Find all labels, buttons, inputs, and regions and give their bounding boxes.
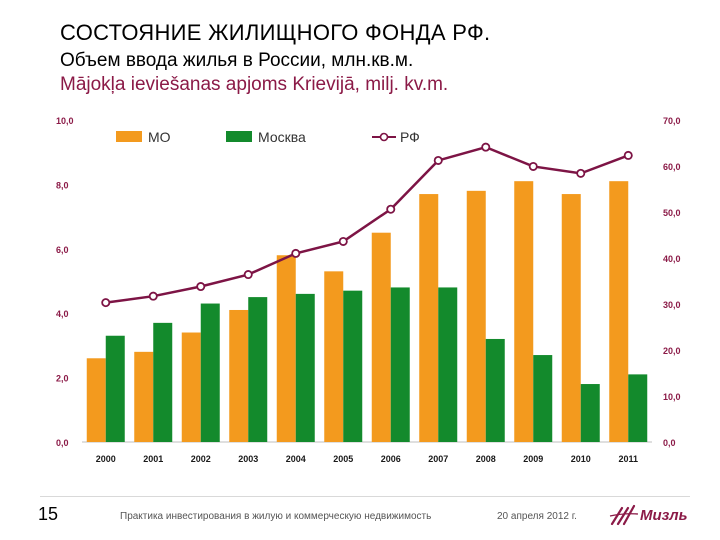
company-logo-icon — [609, 504, 639, 526]
x-axis-tick-label: 2003 — [238, 454, 258, 464]
right-axis-tick-label: 30,0 — [663, 300, 681, 310]
x-axis-tick-label: 2010 — [571, 454, 591, 464]
bar-moscow — [200, 303, 220, 442]
x-axis-tick-label: 2005 — [333, 454, 353, 464]
x-axis-tick-label: 2001 — [143, 454, 163, 464]
bar-moscow — [248, 297, 268, 442]
x-axis-tick-label: 2004 — [286, 454, 306, 464]
legend-label-moscow: Москва — [258, 129, 306, 145]
footer-date: 20 апреля 2012 г. — [497, 511, 577, 522]
bar-moscow — [343, 290, 363, 442]
bar-moscow — [438, 287, 458, 442]
right-axis-tick-label: 10,0 — [663, 392, 681, 402]
chart-subtitle-ru: Объем ввода жилья в России, млн.кв.м. — [60, 50, 414, 71]
bar-mo — [229, 309, 249, 442]
series-line-rf — [105, 145, 629, 304]
x-axis-tick-label: 2006 — [381, 454, 401, 464]
point-rf — [148, 291, 158, 301]
point-rf — [291, 248, 301, 258]
bar-mo — [276, 255, 296, 442]
bar-moscow — [628, 374, 648, 442]
x-axis-tick-label: 2008 — [476, 454, 496, 464]
bar-mo — [134, 351, 154, 442]
right-axis-tick-label: 60,0 — [663, 162, 681, 172]
x-axis-tick-label: 2011 — [618, 454, 638, 464]
legend-swatch-mo — [116, 131, 142, 142]
page-number: 15 — [38, 504, 59, 524]
bar-moscow — [580, 384, 600, 442]
bar-moscow — [153, 322, 173, 442]
legend-swatch-moscow — [226, 131, 252, 142]
left-axis-tick-label: 2,0 — [56, 374, 69, 384]
bar-mo — [371, 232, 391, 442]
left-axis-tick-label: 4,0 — [56, 309, 69, 319]
bar-mo — [86, 358, 106, 442]
point-rf — [101, 298, 111, 308]
point-rf — [528, 161, 538, 171]
left-axis-tick-label: 0,0 — [56, 438, 69, 448]
bar-mo — [609, 181, 629, 442]
bar-moscow — [390, 287, 410, 442]
left-axis-tick-label: 10,0 — [56, 116, 74, 126]
x-axis-tick-label: 2002 — [191, 454, 211, 464]
page-title: СОСТОЯНИЕ ЖИЛИЩНОГО ФОНДА РФ. — [60, 20, 491, 45]
left-axis-tick-label: 8,0 — [56, 180, 69, 190]
right-axis-tick-label: 50,0 — [663, 208, 681, 218]
logo-wordmark: Мизль — [640, 507, 688, 524]
bar-mo — [561, 194, 581, 442]
point-rf — [196, 282, 206, 292]
x-axis-tick-label: 2009 — [523, 454, 543, 464]
point-rf — [623, 150, 633, 160]
right-axis-tick-label: 70,0 — [663, 116, 681, 126]
bar-mo — [181, 332, 201, 442]
right-axis-tick-label: 40,0 — [663, 254, 681, 264]
right-axis-tick-label: 20,0 — [663, 346, 681, 356]
bar-moscow — [105, 335, 125, 442]
chart-subtitle-lv: Mājokļa ieviešanas apjoms Krievijā, milj… — [60, 74, 449, 95]
point-rf — [576, 168, 586, 178]
footer-caption: Практика инвестирования в жилую и коммер… — [120, 511, 432, 522]
point-rf — [338, 236, 348, 246]
bar-moscow — [485, 338, 505, 442]
bar-moscow — [295, 293, 315, 442]
legend-label-mo: МО — [148, 129, 171, 145]
right-axis-tick-label: 0,0 — [663, 438, 676, 448]
housing-chart: 0,0 2,0 4,0 6,0 8,0 10,0 0,0 10,0 20,0 30,0 40,0 50… — [56, 116, 681, 464]
x-axis-tick-label: 2007 — [428, 454, 448, 464]
legend-marker-rf — [379, 132, 389, 142]
point-rf — [386, 204, 396, 214]
x-axis-tick-label: 2000 — [96, 454, 116, 464]
footer-divider — [40, 496, 690, 497]
point-rf — [433, 155, 443, 165]
bar-mo — [419, 194, 439, 442]
bar-moscow — [533, 355, 553, 442]
point-rf — [243, 270, 253, 280]
left-axis-tick-label: 6,0 — [56, 245, 69, 255]
point-rf — [481, 142, 491, 152]
bar-mo — [466, 190, 486, 442]
bar-mo — [324, 271, 344, 442]
legend-label-rf: РФ — [400, 129, 420, 145]
bar-mo — [514, 181, 534, 442]
